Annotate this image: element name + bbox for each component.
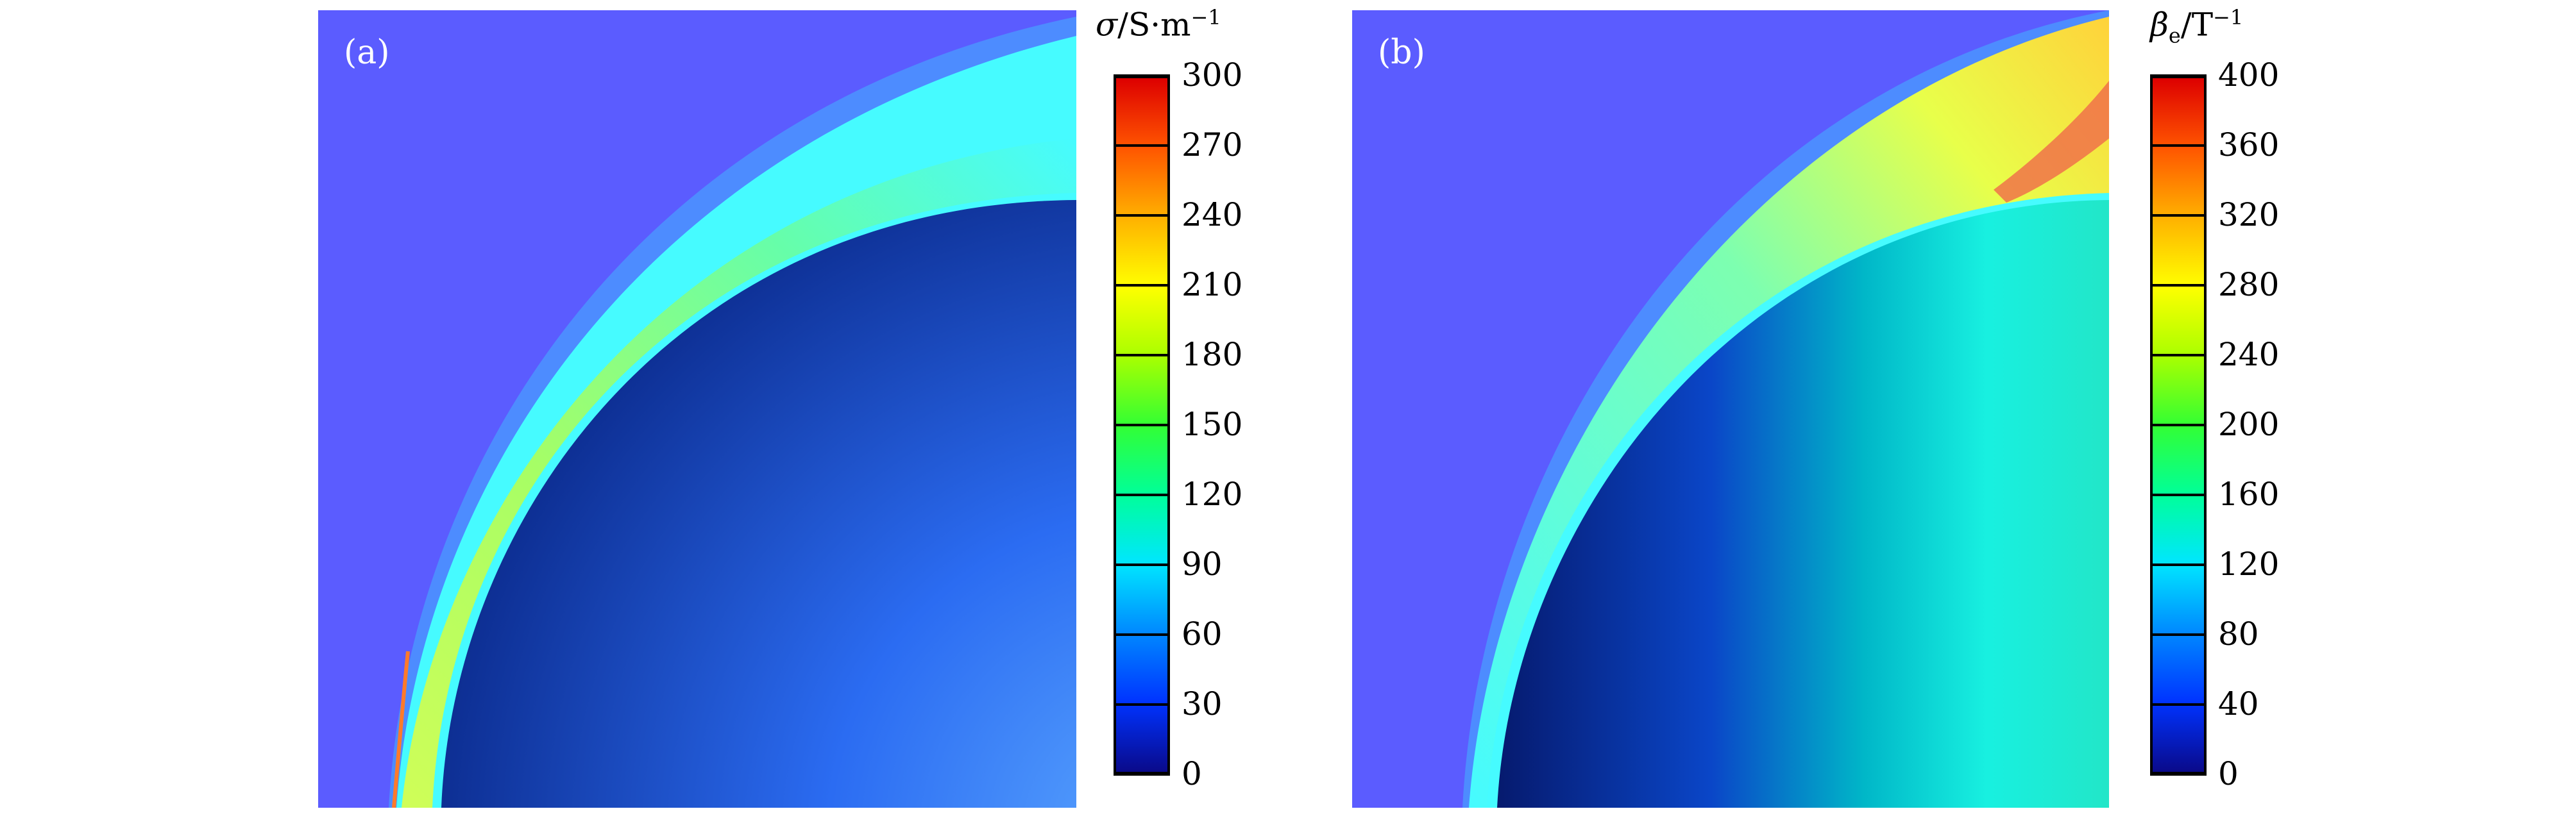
peak-conductivity-streak — [392, 651, 410, 808]
colorbar-b-subscript: e — [2168, 23, 2181, 48]
colorbar-tick-mark — [2150, 74, 2207, 77]
colorbar-tick-label: 0 — [2218, 755, 2239, 792]
colorbar-tick-mark — [1114, 494, 1170, 496]
colorbar-tick-label: 280 — [2218, 266, 2280, 303]
colorbar-tick-label: 30 — [1182, 685, 1223, 722]
colorbar-tick-label: 360 — [2218, 126, 2280, 163]
colorbar-tick-mark — [2150, 773, 2207, 776]
colorbar-a-title: σ/S·m−1 — [1096, 5, 1221, 44]
colorbar-tick-mark — [2150, 354, 2207, 356]
colorbar-tick-mark — [2150, 494, 2207, 496]
panel-b-plot: (b) — [1352, 10, 2109, 808]
colorbar-tick-label: 300 — [1182, 56, 1243, 94]
colorbar-tick-mark — [1114, 633, 1170, 636]
colorbar-tick-mark — [2150, 633, 2207, 636]
colorbar-tick-label: 80 — [2218, 615, 2259, 653]
panel-b-field — [1352, 10, 2109, 808]
colorbar-a-unit: /S·m — [1117, 6, 1191, 44]
colorbar-b-title: βe/T−1 — [2150, 5, 2243, 48]
colorbar-a-symbol: σ — [1096, 6, 1118, 44]
colorbar-tick-label: 240 — [2218, 336, 2280, 373]
colorbar-tick-mark — [1114, 354, 1170, 356]
colorbar-tick-mark — [1114, 773, 1170, 776]
colorbar-tick-mark — [1114, 703, 1170, 706]
colorbar-tick-label: 90 — [1182, 546, 1223, 583]
vehicle-body — [441, 200, 1076, 808]
colorbar-tick-mark — [2150, 424, 2207, 426]
colorbar-tick-mark — [1114, 144, 1170, 147]
colorbar-tick-label: 320 — [2218, 196, 2280, 233]
colorbar-tick-label: 270 — [1182, 126, 1243, 163]
colorbar-tick-label: 200 — [2218, 406, 2280, 443]
panel-a-label: (a) — [344, 33, 390, 72]
colorbar-b-symbol: β — [2150, 6, 2169, 44]
peak-hall-region — [1994, 81, 2109, 203]
colorbar-tick-label: 60 — [1182, 615, 1223, 653]
colorbar-b-exponent: −1 — [2213, 5, 2244, 29]
colorbar-tick-mark — [2150, 144, 2207, 147]
colorbar-tick-mark — [2150, 563, 2207, 566]
colorbar-tick-label: 180 — [1182, 336, 1243, 373]
panel-a-plot: (a) — [318, 10, 1076, 808]
colorbar-tick-mark — [2150, 214, 2207, 217]
panel-b-label: (b) — [1378, 33, 1425, 72]
colorbar-a-exponent: −1 — [1191, 5, 1221, 29]
colorbar-b-unit: /T — [2180, 6, 2214, 44]
colorbar-tick-label: 150 — [1182, 406, 1243, 443]
colorbar-tick-mark — [1114, 284, 1170, 287]
colorbar-tick-mark — [2150, 284, 2207, 287]
colorbar-tick-label: 40 — [2218, 685, 2259, 722]
colorbar-tick-label: 400 — [2218, 56, 2280, 94]
colorbar-tick-label: 210 — [1182, 266, 1243, 303]
colorbar-tick-label: 160 — [2218, 476, 2280, 513]
panel-a-field — [318, 10, 1076, 808]
colorbar-tick-mark — [2150, 703, 2207, 706]
colorbar-tick-label: 120 — [1182, 476, 1243, 513]
colorbar-tick-label: 0 — [1182, 755, 1202, 792]
colorbar-tick-mark — [1114, 424, 1170, 426]
colorbar-tick-mark — [1114, 563, 1170, 566]
colorbar-tick-label: 120 — [2218, 546, 2280, 583]
vehicle-body — [1497, 200, 2109, 808]
colorbar-tick-mark — [1114, 74, 1170, 77]
colorbar-tick-mark — [1114, 214, 1170, 217]
colorbar-tick-label: 240 — [1182, 196, 1243, 233]
